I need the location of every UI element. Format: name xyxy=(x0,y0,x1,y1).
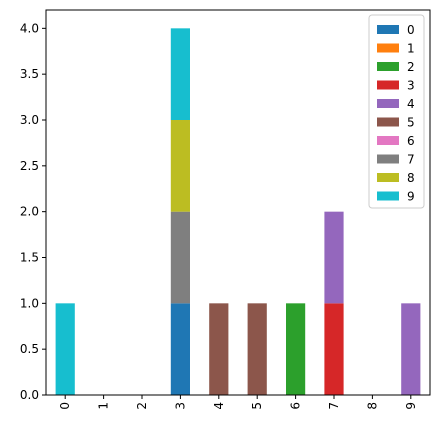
legend-swatch xyxy=(377,25,399,34)
x-tick-label: 6 xyxy=(289,402,303,410)
legend-swatch xyxy=(377,191,399,201)
x-tick-label: 9 xyxy=(404,402,418,410)
bar-cat-3-series-7 xyxy=(170,211,190,304)
bar-cat-3-series-9 xyxy=(170,28,190,120)
legend-swatch xyxy=(377,99,399,108)
y-tick-label: 0.0 xyxy=(20,388,39,402)
legend-label: 1 xyxy=(407,42,415,56)
y-tick-label: 3.0 xyxy=(20,113,39,127)
bar-cat-3-series-8 xyxy=(170,120,190,212)
y-tick-label: 4.0 xyxy=(20,21,39,35)
legend-label: 6 xyxy=(407,134,415,148)
y-tick-label: 1.5 xyxy=(20,251,39,265)
legend-label: 7 xyxy=(407,153,415,167)
x-tick-label: 4 xyxy=(212,402,226,410)
x-tick-label: 5 xyxy=(250,402,264,410)
bar-cat-7-series-4 xyxy=(324,211,344,304)
x-tick-label: 8 xyxy=(365,402,379,410)
y-tick-label: 2.5 xyxy=(20,159,39,173)
y-tick-label: 3.5 xyxy=(20,67,39,81)
legend-swatch xyxy=(377,117,399,127)
legend-swatch xyxy=(377,154,399,164)
x-tick-label: 1 xyxy=(97,402,111,410)
legend-label: 3 xyxy=(407,79,415,93)
bar-cat-7-series-3 xyxy=(324,303,344,395)
legend-label: 4 xyxy=(407,97,415,111)
bar-cat-0-series-9 xyxy=(55,303,75,395)
y-tick-label: 1.0 xyxy=(20,296,39,310)
legend-swatch xyxy=(377,62,399,71)
legend-label: 2 xyxy=(407,60,415,74)
legend-label: 8 xyxy=(407,171,415,185)
bars-group xyxy=(55,28,421,395)
legend-swatch xyxy=(377,136,399,145)
y-tick-label: 2.0 xyxy=(20,205,39,219)
bar-cat-3-series-0 xyxy=(170,303,190,395)
bar-cat-4-series-5 xyxy=(209,303,229,395)
legend-swatch xyxy=(377,43,399,53)
y-tick-label: 0.5 xyxy=(20,342,39,356)
legend: 0 1 2 3 4 5 6 7 8 9 xyxy=(368,14,425,209)
legend-label: 9 xyxy=(407,190,415,204)
legend-label: 5 xyxy=(407,116,415,130)
bar-cat-6-series-2 xyxy=(286,303,306,395)
x-tick-label: 2 xyxy=(135,402,149,410)
x-tick-label: 3 xyxy=(173,402,187,410)
legend-swatch xyxy=(377,80,399,90)
legend-swatch xyxy=(377,173,399,182)
axes-frame xyxy=(45,9,431,396)
legend-label: 0 xyxy=(407,23,415,37)
x-tick-label: 0 xyxy=(58,402,72,410)
bar-cat-9-series-4 xyxy=(401,303,421,395)
bar-cat-5-series-5 xyxy=(247,303,267,395)
x-tick-label: 7 xyxy=(327,402,341,410)
axes-group: 0.0 0.5 1.0 1.5 2.0 2.5 3.0 3.5 4.0 0 1 2 3 4 5 6 7 8 9 xyxy=(20,9,431,410)
